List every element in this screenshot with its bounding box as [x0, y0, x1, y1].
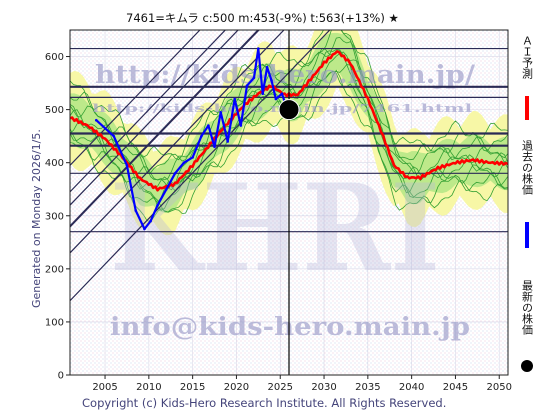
trend-line-5	[70, 30, 201, 166]
y-tick-label-0: 0	[58, 371, 64, 382]
past-price-point-13	[213, 145, 216, 149]
past-price-point-10	[191, 156, 194, 159]
trend-line-3	[70, 30, 239, 206]
past-price-point-12	[207, 124, 210, 127]
current-marker-layer	[278, 30, 300, 375]
past-price-point-22	[265, 65, 269, 69]
x-axis-ticks: 2005 2010 2015 2020 2025 2030 2035 2040 2045 2050	[92, 375, 512, 393]
past-price-point-25	[280, 92, 284, 95]
past-price-point-18	[245, 84, 249, 88]
current-price-marker	[278, 99, 300, 121]
past-price-point-6	[156, 203, 159, 207]
y-tick-label-1: 100	[45, 317, 64, 328]
x-tick-label-2: 2015	[180, 382, 205, 393]
past-price-point-24	[274, 97, 278, 101]
legend-label-1: 過去の株価	[521, 140, 534, 195]
x-tick-label-4: 2025	[268, 382, 293, 393]
x-tick-label-7: 2040	[399, 382, 424, 393]
x-tick-label-5: 2030	[311, 382, 336, 393]
past-price-point-5	[149, 219, 152, 223]
past-price-point-7	[165, 187, 168, 191]
past-price-point-23	[270, 79, 273, 82]
trend-line-1	[70, 30, 285, 254]
watermark-url: http://kids-hero.main.jp/	[95, 60, 476, 89]
x-tick-label-9: 2050	[487, 382, 512, 393]
past-price-point-20	[257, 47, 260, 50]
past-price-point-17	[239, 124, 243, 127]
y-tick-label-6: 600	[45, 52, 64, 63]
y-tick-label-5: 500	[45, 105, 64, 116]
y-tick-label-3: 300	[45, 211, 64, 222]
past-price-point-3	[134, 209, 137, 212]
copyright-text: Copyright (c) Kids-Hero Research Institu…	[82, 396, 446, 410]
generated-date-text: Generated on Monday 2026/1/5.	[30, 129, 43, 308]
past-price-point-15	[226, 140, 229, 143]
chart-title: 7461=キムラ c:500 m:453(-9%) t:563(+13%) ★	[126, 11, 399, 25]
past-price-point-1	[112, 134, 116, 138]
watermark-big: KHRI	[110, 158, 440, 299]
past-price-point-8	[173, 172, 177, 175]
past-price-point-2	[125, 164, 129, 167]
past-price-point-4	[143, 227, 146, 231]
legend-swatch-2	[521, 360, 533, 372]
y-tick-label-2: 200	[45, 264, 64, 275]
y-tick-label-4: 400	[45, 158, 64, 169]
past-price-point-0	[94, 118, 98, 122]
past-price-point-16	[233, 97, 236, 101]
plot-frame	[69, 29, 509, 376]
x-tick-label-3: 2020	[224, 382, 249, 393]
x-tick-label-1: 2010	[136, 382, 161, 393]
legend-label-2: 最新の株価	[521, 280, 534, 335]
watermarks: KHRI http://kids-hero.main.jp/ http://ki…	[92, 60, 476, 341]
x-tick-label-6: 2035	[355, 382, 380, 393]
watermark-email: info@kids-hero.main.jp	[110, 312, 470, 341]
past-price-point-14	[219, 110, 222, 114]
x-tick-label-8: 2045	[443, 382, 468, 393]
past-price-point-9	[182, 161, 186, 164]
trend-line-2	[70, 30, 260, 228]
y-axis-ticks: 0 100 200 300 400 500 600	[45, 52, 70, 382]
past-price-point-21	[261, 92, 265, 95]
past-price-point-19	[252, 76, 256, 80]
trend-line-4	[70, 30, 227, 193]
x-tick-label-0: 2005	[92, 382, 117, 393]
legend-label-0: ＡＩ予測	[521, 35, 534, 80]
past-price-point-11	[200, 134, 203, 138]
